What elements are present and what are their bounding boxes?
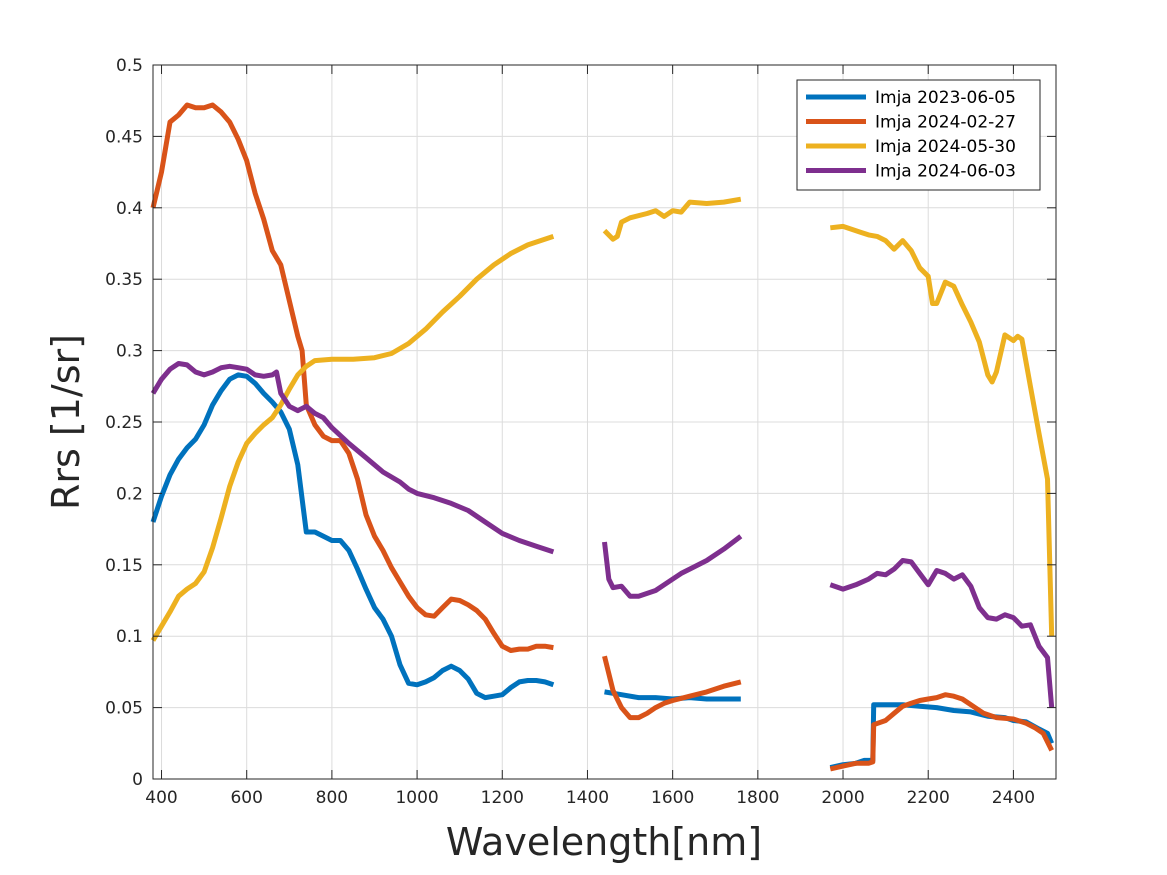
x-tick-label: 1800 [736,788,779,808]
y-tick-label: 0 [132,770,143,790]
y-tick-label: 0.5 [116,56,143,76]
legend: Imja 2023-06-05 Imja 2024-02-27 Imja 2024-… [796,79,1041,191]
y-tick-label: 0.2 [116,484,143,504]
y-tick-label: 0.05 [105,699,143,719]
x-tick-label: 2200 [907,788,950,808]
series-line-2-segment-2 [602,655,742,721]
y-tick-labels: 0 0.05 0.1 0.15 0.2 0.25 0.3 0.35 0.4 0.45 0.5 [105,56,143,790]
legend-label-4: Imja 2024-06-03 [875,162,1016,182]
x-tick-label: 800 [316,788,348,808]
x-tick-label: 600 [230,788,262,808]
x-tick-labels: 400 600 800 1000 1200 1400 1600 1800 2000 2200 240… [145,788,1035,808]
axis-ticks [153,64,1056,780]
x-tick-label: 2400 [992,788,1035,808]
x-tick-label: 1200 [481,788,524,808]
series-line-2-segment-3 [829,692,1054,772]
series-line-3-segment-3 [830,223,1055,637]
series-line-4-segment-2 [602,534,743,599]
x-tick-label: 1000 [395,788,438,808]
series-line-2-segment-1 [150,102,554,653]
legend-label-3: Imja 2024-05-30 [875,137,1016,157]
x-tick-label: 1600 [651,788,694,808]
series-line-4-segment-3 [829,558,1055,708]
legend-label-1: Imja 2023-06-05 [875,88,1016,108]
series-line-4-segment-1 [150,361,555,555]
y-tick-label: 0.15 [105,556,143,576]
y-tick-label: 0.25 [105,413,143,433]
y-tick-label: 0.3 [116,342,143,362]
y-tick-label: 0.35 [105,270,143,290]
y-tick-label: 0.4 [116,199,143,219]
y-tick-label: 0.45 [105,127,143,147]
series-layer [150,102,1055,772]
x-tick-label: 1400 [566,788,609,808]
series-line-1-segment-1 [150,372,555,701]
x-tick-label: 2000 [821,788,864,808]
legend-label-2: Imja 2024-02-27 [875,113,1016,133]
series-line-3-segment-2 [602,196,742,242]
series-line-3-segment-1 [150,234,555,642]
x-tick-label: 400 [145,788,177,808]
y-tick-label: 0.1 [116,627,143,647]
y-axis-title: Rrs [1/sr] [44,334,88,510]
x-axis-title: Wavelength[nm] [446,820,762,864]
